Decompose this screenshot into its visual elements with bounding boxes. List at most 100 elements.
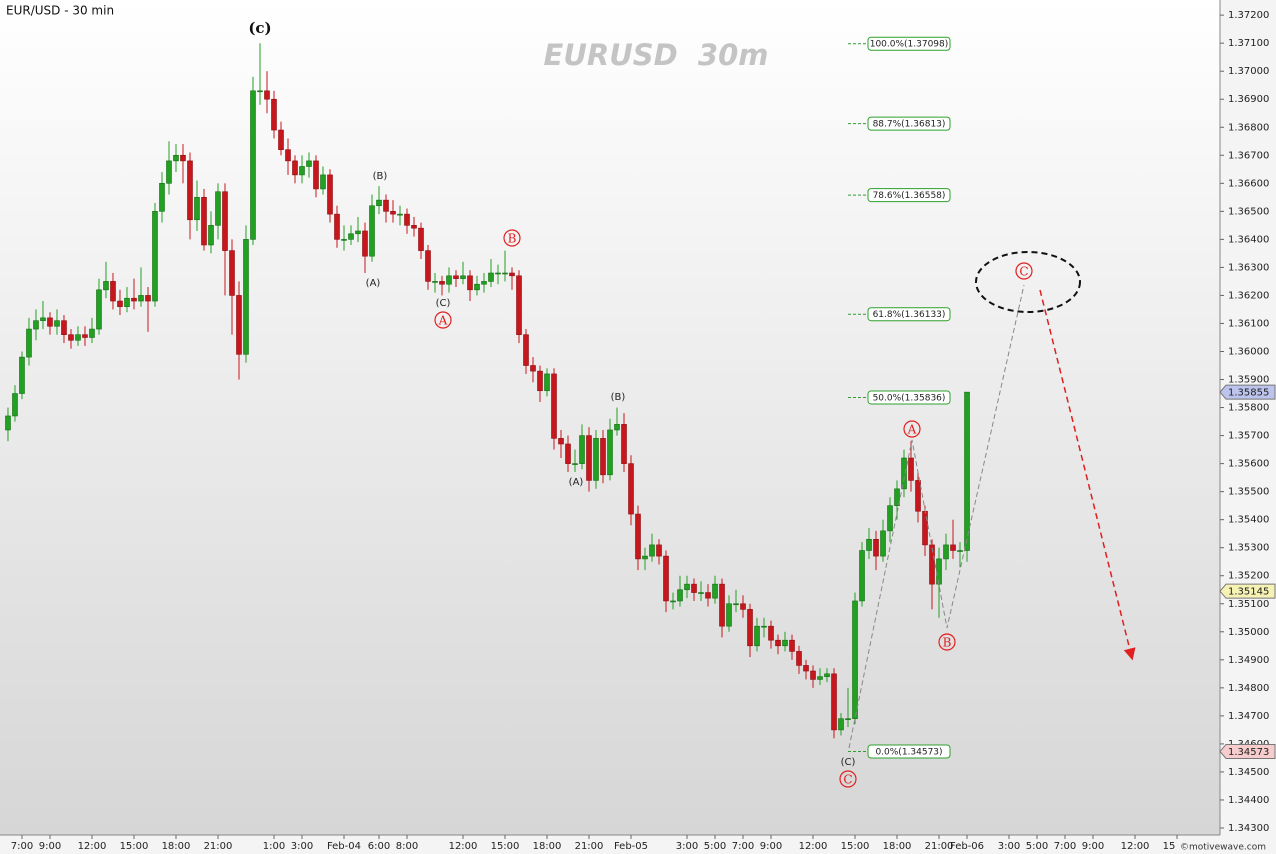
candle-body <box>446 275 452 285</box>
candle-body <box>5 415 11 431</box>
candle-body <box>908 457 914 481</box>
y-tick-label: 1.36800 <box>1228 122 1269 133</box>
candle-body <box>89 328 95 338</box>
candle-body <box>306 160 312 167</box>
candle-body <box>362 230 368 257</box>
candle-body <box>747 609 753 647</box>
x-tick-label: 1:00 <box>263 841 285 852</box>
candle-body <box>229 250 235 296</box>
y-tick-label: 1.36500 <box>1228 206 1269 217</box>
wave-circle <box>839 770 857 788</box>
candle-body <box>579 435 585 464</box>
y-tick-label: 1.35600 <box>1228 459 1269 470</box>
fib-label: 0.0%(1.34573) <box>875 747 942 757</box>
candle-body <box>474 283 480 291</box>
candle-body <box>432 281 438 283</box>
candle-body <box>481 281 487 285</box>
candle-body <box>922 510 928 546</box>
y-tick-label: 1.35200 <box>1228 571 1269 582</box>
x-tick-label: Feb-04 <box>327 841 361 852</box>
fib-label: 100.0%(1.37098) <box>870 40 949 50</box>
candle-body <box>404 213 410 226</box>
x-tick-label: 9:00 <box>760 841 782 852</box>
fib-box <box>867 744 951 759</box>
x-tick-label: 3:00 <box>676 841 698 852</box>
x-tick-label: Feb-05 <box>614 841 648 852</box>
candle-body <box>159 183 165 212</box>
wave-label: (B) <box>611 392 626 403</box>
candle-body <box>173 154 179 162</box>
candle-body <box>740 603 746 610</box>
candle-body <box>670 600 676 603</box>
candle-body <box>929 544 935 585</box>
price-marker-label: 1.35145 <box>1228 587 1269 598</box>
fib-box <box>867 116 951 131</box>
credit-background <box>1176 840 1276 854</box>
candle-body <box>705 592 711 599</box>
candle-body <box>782 639 788 647</box>
y-tick-label: 1.36900 <box>1228 94 1269 105</box>
candle-body <box>677 589 683 602</box>
candle-body <box>796 651 802 666</box>
candle-body <box>299 166 305 176</box>
y-tick-label: 1.37200 <box>1228 10 1269 21</box>
x-tick-label: 21:00 <box>925 841 954 852</box>
x-tick-label: 12:00 <box>449 841 478 852</box>
y-tick-label: 1.34900 <box>1228 655 1269 666</box>
y-tick-label: 1.36600 <box>1228 178 1269 189</box>
candle-body <box>327 174 333 215</box>
candle-body <box>131 297 137 302</box>
candle-body <box>502 272 508 275</box>
wave-circle <box>503 229 521 247</box>
candle-body <box>418 227 424 251</box>
x-tick-label: 18:00 <box>162 841 191 852</box>
candle-body <box>859 550 865 602</box>
candle-body <box>565 443 571 464</box>
plot-background <box>0 0 1220 835</box>
price-marker <box>1219 743 1276 759</box>
wave-label: (A) <box>366 278 381 289</box>
candle-body <box>873 538 879 557</box>
x-tick-label: 5:00 <box>704 841 726 852</box>
y-tick-label: 1.36400 <box>1228 234 1269 245</box>
candle-body <box>488 272 494 282</box>
y-tick-label: 1.37000 <box>1228 66 1269 77</box>
candle-body <box>621 424 627 464</box>
wave-circle <box>1015 262 1033 280</box>
candle-body <box>145 295 151 302</box>
x-tick-label: 9:00 <box>1082 841 1104 852</box>
wave-label: B <box>508 232 517 246</box>
candle-body <box>33 320 39 330</box>
candle-body <box>628 463 634 515</box>
candle-body <box>754 625 760 647</box>
y-tick-label: 1.34300 <box>1228 823 1269 834</box>
y-tick-label: 1.35000 <box>1228 627 1269 638</box>
candle-body <box>691 583 697 593</box>
candle-body <box>138 295 144 302</box>
x-tick-label: 15:00 <box>841 841 870 852</box>
y-tick-label: 1.35700 <box>1228 431 1269 442</box>
y-tick-label: 1.35400 <box>1228 515 1269 526</box>
candle-body <box>509 272 515 277</box>
candle-body <box>117 300 123 307</box>
candle-body <box>824 673 830 677</box>
candle-body <box>320 174 326 190</box>
candle-body <box>649 544 655 557</box>
x-tick-label: 18:00 <box>533 841 562 852</box>
candle-body <box>530 365 536 372</box>
candle-body <box>593 438 599 481</box>
candle-body <box>152 211 158 302</box>
y-tick-label: 1.35300 <box>1228 543 1269 554</box>
candle-body <box>376 199 382 207</box>
x-tick-label: 6:00 <box>368 841 390 852</box>
candle-body <box>768 625 774 641</box>
candle-body <box>866 538 872 551</box>
candle-body <box>110 281 116 302</box>
candle-body <box>292 160 298 176</box>
candle-body <box>460 275 466 279</box>
candle-body <box>250 90 256 240</box>
candle-body <box>75 334 81 341</box>
y-tick-label: 1.34400 <box>1228 795 1269 806</box>
candle-body <box>684 583 690 591</box>
candle-body <box>936 558 942 585</box>
